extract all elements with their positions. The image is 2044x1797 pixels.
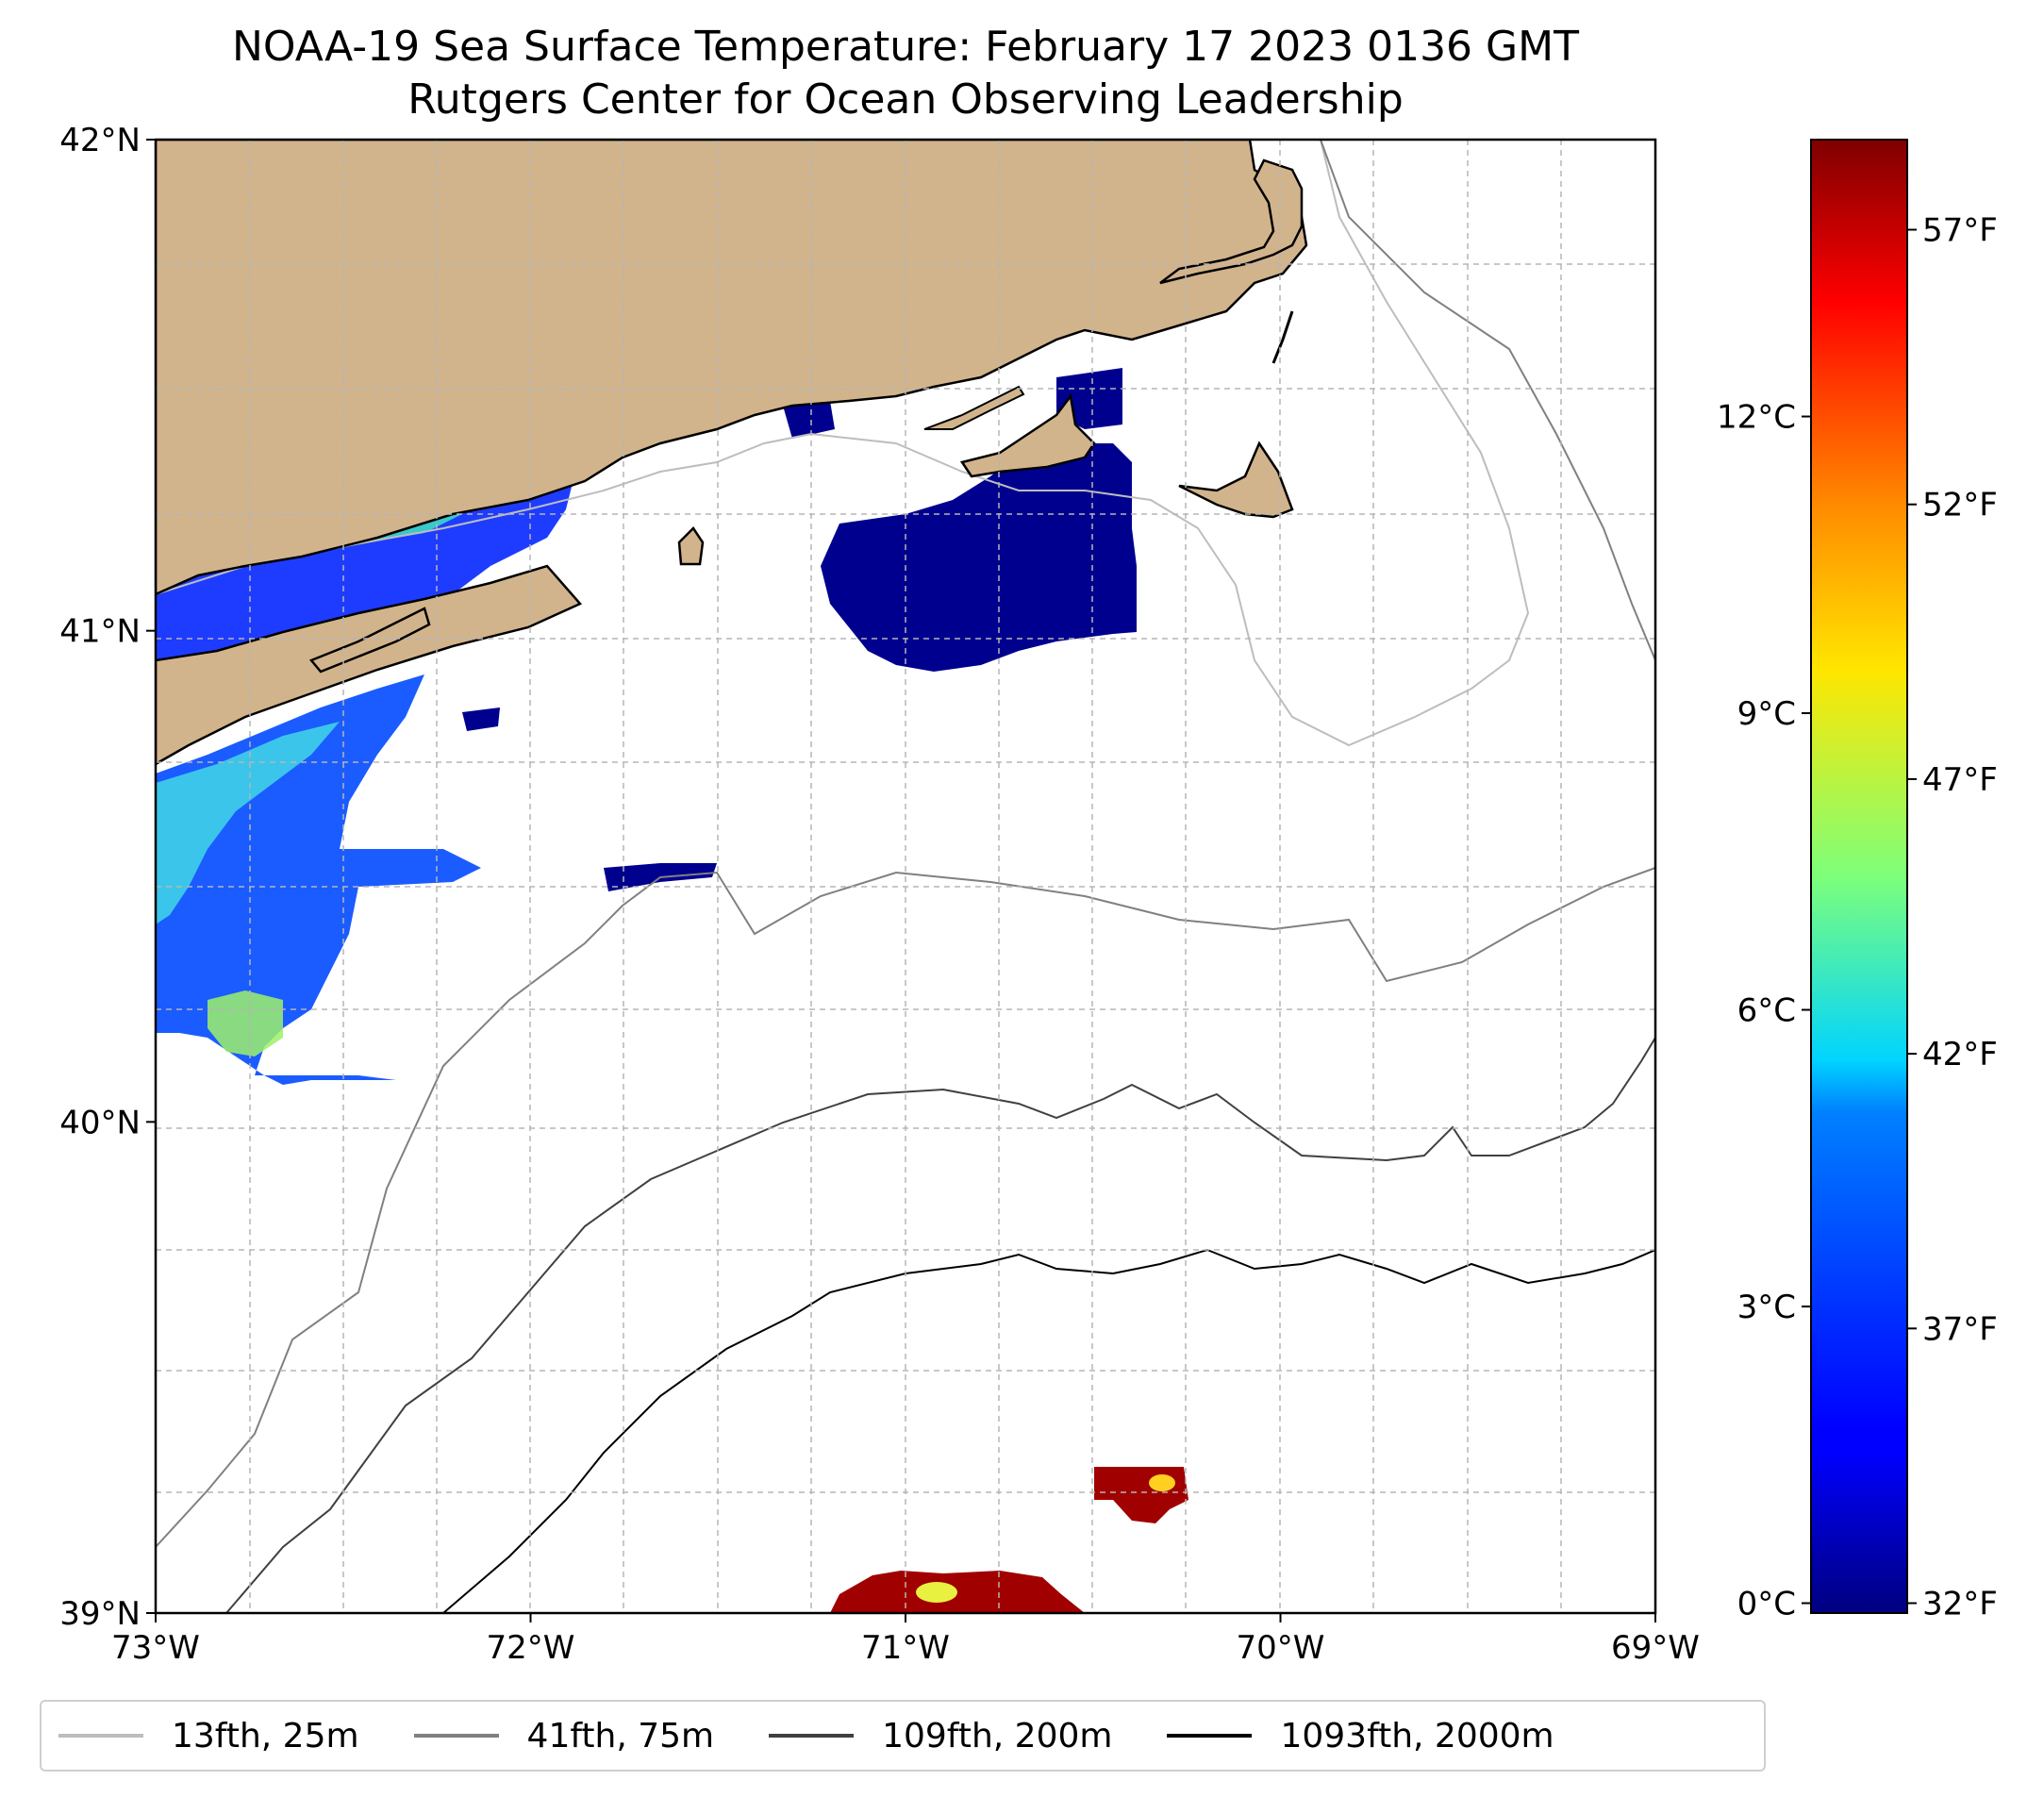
fahrenheit-tick-label: 52°F — [1922, 487, 1998, 524]
legend-label: 109fth, 200m — [882, 1716, 1113, 1755]
land-nantucket — [1178, 441, 1294, 519]
celsius-tick-label: 3°C — [1737, 1289, 1796, 1326]
legend-line-swatch — [769, 1734, 855, 1738]
legend-item: 41fth, 75m — [413, 1716, 715, 1755]
sst-patch-narragansett — [783, 401, 835, 439]
map-axes: 73°W 72°W 71°W 70°W 69°W 39°N 40°N 41°N 42°N — [59, 122, 1700, 1667]
legend-item: 1093fth, 2000m — [1167, 1717, 1554, 1755]
title-line-1: NOAA-19 Sea Surface Temperature: Februar… — [232, 23, 1579, 71]
legend-line-swatch — [1167, 1734, 1253, 1738]
land-northeast-us — [156, 140, 1308, 596]
fahrenheit-tick-label: 37°F — [1922, 1310, 1998, 1348]
legend-item: 109fth, 200m — [769, 1717, 1112, 1755]
legend-label: 13fth, 25m — [172, 1716, 359, 1755]
lat-tick-label: 40°N — [59, 1104, 141, 1141]
land-layer — [156, 140, 1308, 766]
fahrenheit-tick-label: 57°F — [1922, 212, 1998, 250]
sst-warm-core-east — [1149, 1474, 1175, 1491]
isobath-200m — [225, 1037, 1655, 1613]
legend-item: 13fth, 25m — [58, 1717, 359, 1755]
isobath-75m-east — [1320, 140, 1655, 661]
isobath-2000m — [442, 1248, 1655, 1613]
celsius-tick-label: 12°C — [1717, 399, 1796, 437]
lon-tick-label: 69°W — [1611, 1629, 1700, 1667]
land-marthas-vineyard — [959, 392, 1096, 478]
sst-patch-southeast-mass — [821, 443, 1137, 672]
lat-tick-label: 39°N — [59, 1595, 141, 1633]
legend-label: 41fth, 75m — [526, 1716, 715, 1755]
colorbar-axes: 0°C 3°C 6°C 9°C 12°C 32°F 37°F 42°F 47°F 52°F 57°F — [1717, 212, 1998, 1623]
grid-layer — [156, 140, 1655, 1613]
lon-tick-label: 72°W — [487, 1629, 575, 1667]
sst-patch-ny-bight-green — [208, 990, 283, 1057]
celsius-tick-label: 6°C — [1737, 992, 1796, 1030]
land-long-island — [156, 564, 583, 766]
fahrenheit-tick-label: 32°F — [1922, 1586, 1998, 1623]
legend-label: 1093fth, 2000m — [1280, 1716, 1554, 1755]
isobath-legend: 13fth, 25m 41fth, 75m 109fth, 200m 1093fth,… — [40, 1700, 1766, 1772]
fahrenheit-tick-label: 42°F — [1922, 1036, 1998, 1073]
sst-patch-small — [462, 707, 500, 731]
legend-line-swatch — [413, 1734, 499, 1738]
sst-warm-core-south — [916, 1582, 957, 1603]
sst-patch-warm-eddy-south — [830, 1571, 1085, 1613]
sst-patch-ny-bight-cyan — [156, 722, 340, 924]
land-block-island — [677, 526, 705, 566]
lon-tick-label: 71°W — [861, 1629, 950, 1667]
colorbar-gradient — [1810, 139, 1908, 1614]
title-line-2: Rutgers Center for Ocean Observing Leade… — [407, 75, 1404, 124]
map-title: NOAA-19 Sea Surface Temperature: Februar… — [0, 21, 1811, 126]
land-elizabeth-islands — [923, 385, 1025, 430]
map-plot-area — [156, 140, 1655, 1613]
land-cape-cod — [1159, 158, 1304, 285]
lat-tick-label: 41°N — [59, 613, 141, 651]
lat-tick-label: 42°N — [59, 122, 141, 159]
isobath-75m — [156, 867, 1655, 1548]
lon-tick-label: 70°W — [1237, 1629, 1325, 1667]
legend-line-swatch — [58, 1734, 143, 1738]
lon-tick-label: 73°W — [111, 1629, 200, 1667]
fahrenheit-tick-label: 47°F — [1922, 761, 1998, 799]
land-monomoy — [1271, 310, 1294, 364]
celsius-tick-label: 0°C — [1737, 1586, 1796, 1623]
land-long-island-fork — [308, 607, 431, 674]
celsius-tick-label: 9°C — [1737, 695, 1796, 733]
